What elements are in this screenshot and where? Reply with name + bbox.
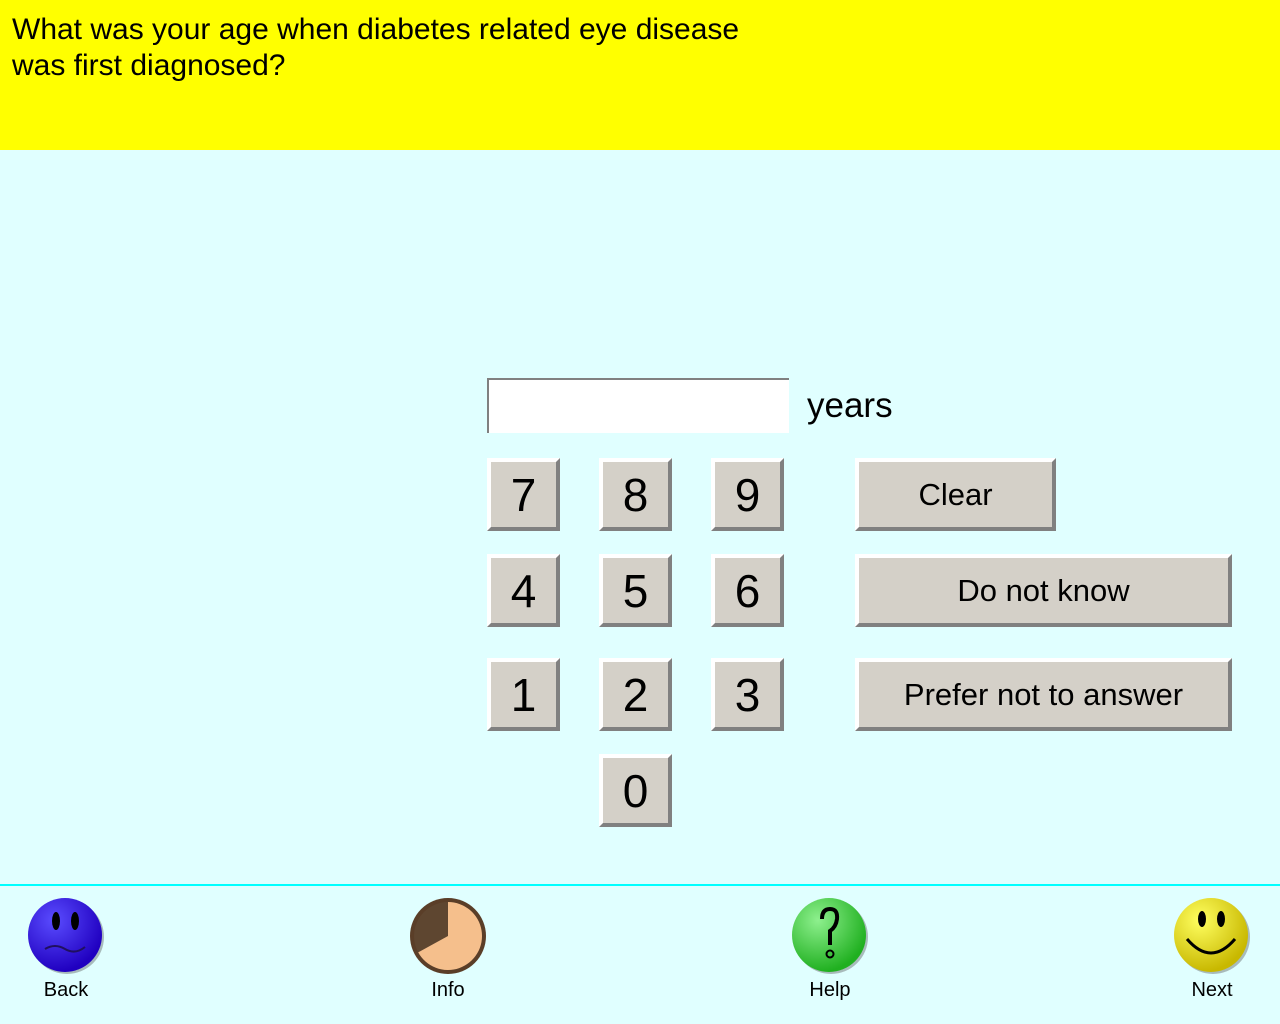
prefer-not-to-answer-button[interactable]: Prefer not to answer	[855, 658, 1232, 731]
key-5[interactable]: 5	[599, 554, 672, 627]
progress-fill	[418, 902, 482, 970]
clear-button[interactable]: Clear	[855, 458, 1056, 531]
help-button[interactable]: Help	[780, 897, 880, 1002]
key-3[interactable]: 3	[711, 658, 784, 731]
key-2[interactable]: 2	[599, 658, 672, 731]
key-8[interactable]: 8	[599, 458, 672, 531]
question-header: What was your age when diabetes related …	[0, 0, 1280, 150]
info-label: Info	[431, 979, 465, 1001]
do-not-know-button[interactable]: Do not know	[855, 554, 1232, 627]
progress-pie-icon	[410, 898, 486, 974]
footer-divider	[0, 884, 1280, 886]
smiley-face-icon	[1174, 898, 1250, 974]
help-label: Help	[809, 979, 851, 1001]
key-0[interactable]: 0	[599, 754, 672, 827]
key-7[interactable]: 7	[487, 458, 560, 531]
unit-label: years	[807, 386, 893, 425]
question-text: What was your age when diabetes related …	[12, 13, 740, 82]
key-1[interactable]: 1	[487, 658, 560, 731]
key-4[interactable]: 4	[487, 554, 560, 627]
back-button[interactable]: Back	[16, 897, 116, 1002]
info-button[interactable]: Info	[398, 897, 498, 1002]
key-6[interactable]: 6	[711, 554, 784, 627]
key-9[interactable]: 9	[711, 458, 784, 531]
back-label: Back	[43, 979, 89, 1001]
next-button[interactable]: Next	[1162, 897, 1262, 1002]
age-input[interactable]	[487, 378, 789, 433]
next-label: Next	[1191, 979, 1233, 1001]
sad-face-icon	[28, 898, 104, 974]
question-face-icon	[792, 898, 868, 974]
